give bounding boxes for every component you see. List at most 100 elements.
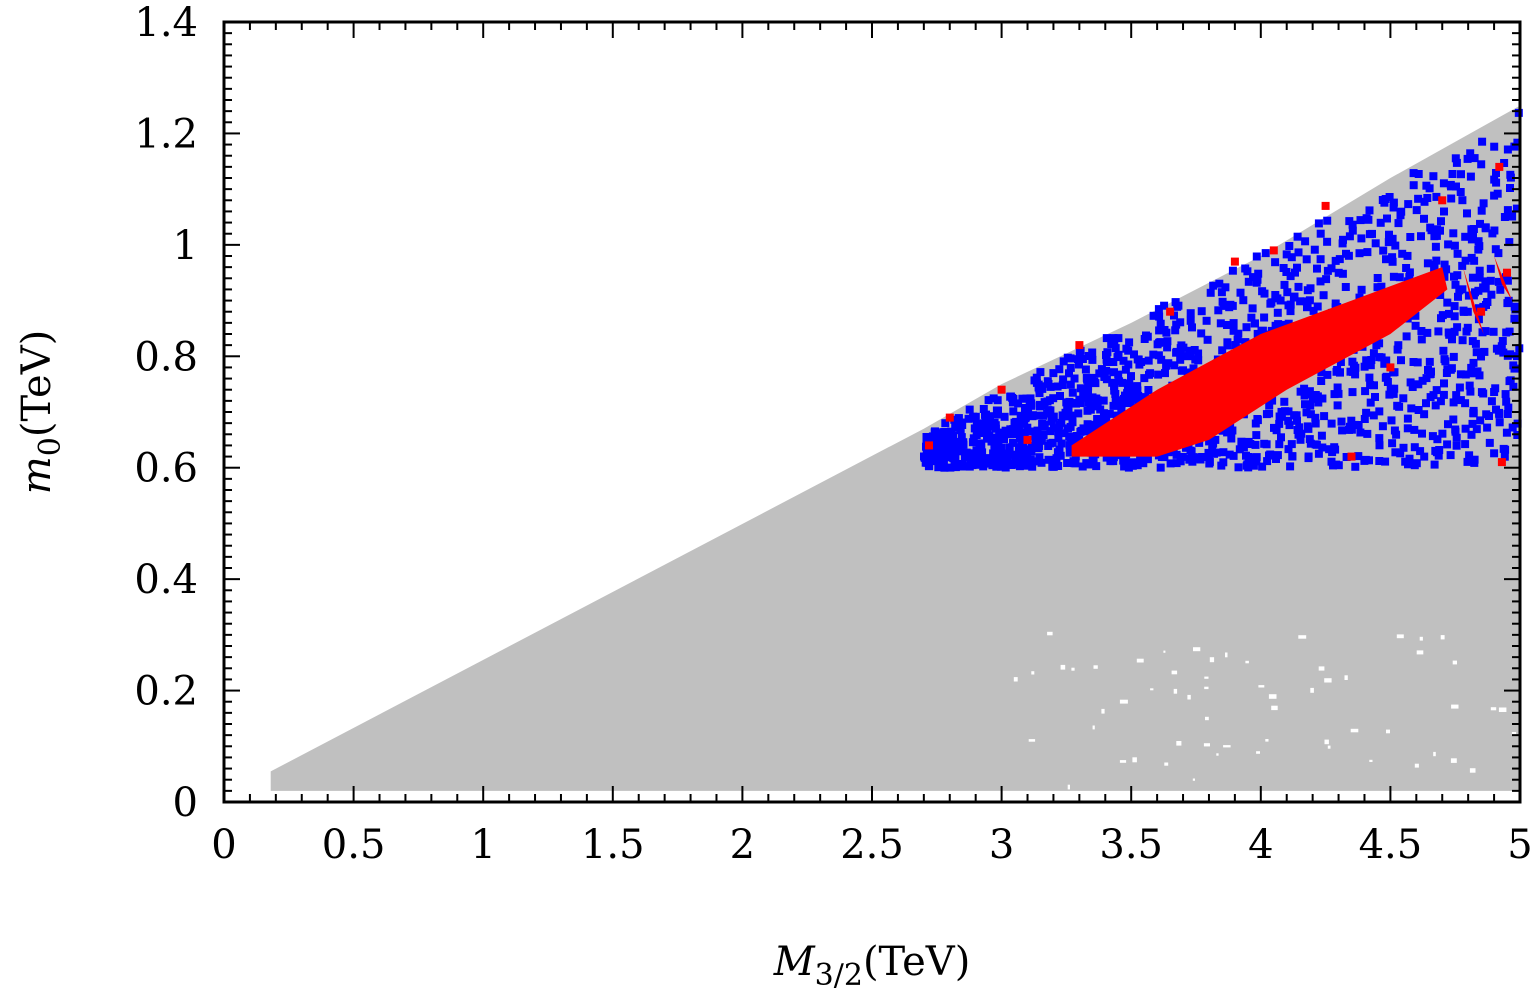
blue-point [1102, 334, 1111, 343]
blue-point [1342, 249, 1350, 258]
blue-point [1347, 416, 1356, 425]
red-point [1321, 201, 1330, 210]
blue-point [1472, 425, 1481, 434]
blue-point [1054, 434, 1063, 443]
blue-point [1463, 154, 1472, 163]
blue-point [1432, 192, 1441, 201]
blue-point [1494, 277, 1503, 286]
blue-point [1333, 401, 1342, 410]
blue-point [1027, 399, 1036, 408]
gap-mark [1092, 725, 1095, 730]
blue-point [939, 444, 948, 453]
blue-point [1208, 445, 1217, 454]
blue-point [1413, 358, 1422, 367]
blue-point [1083, 375, 1092, 384]
blue-point [1448, 335, 1456, 344]
blue-point [1509, 382, 1518, 391]
blue-point [948, 451, 957, 460]
blue-point [1185, 455, 1194, 463]
blue-point [1390, 384, 1399, 393]
blue-point [1422, 181, 1431, 190]
blue-point [1441, 357, 1450, 366]
gap-mark [1204, 686, 1209, 690]
blue-point [1026, 394, 1035, 403]
blue-point [1312, 440, 1321, 449]
blue-point [965, 405, 974, 414]
blue-point [1218, 346, 1227, 355]
gap-mark [1450, 758, 1457, 763]
red-point [945, 413, 954, 422]
blue-point [1059, 357, 1068, 366]
blue-point [1046, 439, 1055, 448]
blue-point [1394, 219, 1403, 228]
blue-point [1442, 265, 1451, 274]
blue-point [1490, 142, 1499, 151]
blue-point [1369, 349, 1378, 358]
blue-point [1475, 266, 1484, 275]
red-point [1166, 307, 1175, 316]
blue-point [1229, 326, 1238, 335]
blue-point [1156, 463, 1165, 472]
blue-point [1349, 367, 1357, 376]
blue-point [1271, 321, 1280, 330]
blue-point [1336, 358, 1345, 366]
blue-point [1049, 369, 1058, 378]
blue-point [954, 414, 963, 423]
grey-region [270, 105, 1521, 791]
blue-point [1296, 435, 1305, 444]
blue-point [1160, 301, 1169, 310]
blue-point [1233, 335, 1242, 344]
blue-point [1502, 397, 1511, 406]
blue-point [985, 431, 994, 440]
blue-point [1381, 373, 1390, 382]
blue-point [1205, 437, 1214, 446]
blue-point [1133, 461, 1142, 470]
blue-point [1440, 260, 1449, 269]
blue-point [1333, 383, 1342, 392]
blue-point [1284, 416, 1293, 425]
blue-point [1483, 423, 1492, 432]
blue-point [1382, 255, 1390, 264]
blue-point [1176, 355, 1185, 364]
x-axis-subscript: 3/2 [815, 958, 863, 990]
x-tick-label: 0 [211, 822, 236, 868]
blue-point [1187, 447, 1196, 456]
blue-point [1252, 431, 1261, 440]
blue-point [1500, 213, 1509, 221]
blue-point [1154, 351, 1163, 360]
blue-point [1428, 432, 1437, 441]
blue-point [1000, 412, 1009, 421]
blue-point [1434, 327, 1443, 336]
blue-point [1226, 422, 1235, 431]
red-point [1503, 268, 1511, 277]
blue-point [1463, 457, 1472, 466]
blue-point [1163, 343, 1172, 352]
blue-point [1371, 393, 1379, 401]
blue-point [930, 440, 939, 449]
blue-point [1076, 384, 1085, 393]
blue-point [1311, 419, 1320, 428]
blue-point [1077, 426, 1086, 435]
blue-point [1405, 454, 1414, 463]
blue-point [962, 448, 971, 457]
gap-mark [1440, 635, 1445, 640]
gap-mark [1204, 676, 1209, 679]
blue-point [1329, 461, 1337, 470]
blue-point [1453, 249, 1462, 258]
blue-point [1001, 426, 1010, 435]
blue-point [1349, 361, 1358, 370]
blue-point [972, 453, 981, 462]
blue-point [1252, 457, 1261, 466]
blue-point [1501, 390, 1510, 399]
blue-point [1313, 302, 1322, 311]
blue-point [1355, 249, 1364, 258]
blue-point [939, 428, 948, 437]
blue-point [1369, 411, 1378, 420]
blue-point [1066, 433, 1075, 442]
blue-point [1487, 290, 1496, 299]
blue-point [1469, 369, 1478, 378]
blue-point [1317, 431, 1326, 440]
red-point [925, 441, 933, 450]
blue-point [1190, 453, 1199, 462]
blue-point [1417, 232, 1425, 241]
